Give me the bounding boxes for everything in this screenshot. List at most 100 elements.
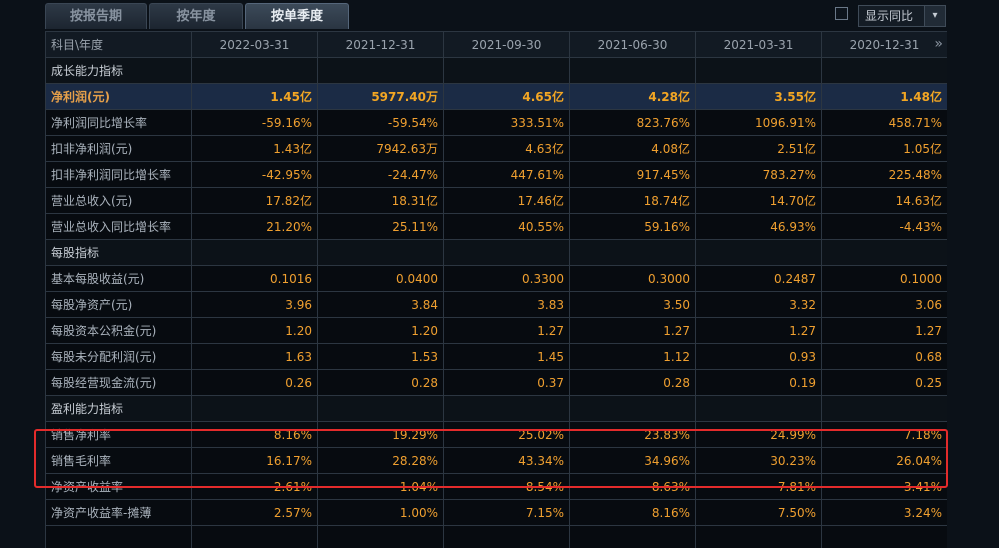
table-cell (821, 57, 947, 84)
show-yoy-dropdown[interactable]: 显示同比 ▾ (858, 5, 946, 27)
table-cell (695, 239, 822, 266)
table-cell: 783.27% (695, 161, 822, 188)
table-cell: 18.74亿 (569, 187, 696, 214)
table-cell: 1.63 (191, 343, 318, 370)
table-cell: 26.04% (821, 447, 947, 474)
table-cell: 0.1016 (191, 265, 318, 292)
table-row[interactable]: 基本每股收益(元) 0.1016 0.0400 0.3300 0.3000 0.2487 0… (45, 265, 947, 292)
table-row[interactable]: 销售毛利率 16.17% 28.28% 43.34% 34.96% 30.23% 26.04… (45, 447, 947, 474)
section-row[interactable]: 成长能力指标 (45, 57, 947, 84)
table-cell: 0.0400 (317, 265, 444, 292)
table-cell: 7942.63万 (317, 135, 444, 162)
column-header-period[interactable]: 2021-03-31 (695, 31, 822, 58)
table-row[interactable]: 每股经营现金流(元) 0.26 0.28 0.37 0.28 0.19 0.25 (45, 369, 947, 396)
table-header-row: 科目\年度 2022-03-31 2021-12-31 2021-09-30 2… (45, 31, 947, 58)
section-row[interactable]: 盈利能力指标 (45, 395, 947, 422)
chevron-down-icon[interactable]: ▾ (924, 6, 945, 26)
show-yoy-label: 显示同比 (865, 9, 914, 23)
row-label: 每股经营现金流(元) (45, 369, 192, 396)
table-cell: 7.15% (443, 499, 570, 526)
table-cell: 4.63亿 (443, 135, 570, 162)
section-title: 盈利能力指标 (45, 395, 192, 422)
column-header-period[interactable]: 2021-12-31 (317, 31, 444, 58)
table-cell: 0.26 (191, 369, 318, 396)
table-cell (443, 57, 570, 84)
row-label: 营业总收入同比增长率 (45, 213, 192, 240)
table-cell: 4.65亿 (443, 83, 570, 110)
table-cell: 3.83 (443, 291, 570, 318)
table-cell: 1.27 (569, 317, 696, 344)
table-cell: 4.28亿 (569, 83, 696, 110)
table-cell (569, 57, 696, 84)
table-cell: 0.93 (695, 343, 822, 370)
table-cell: 8.16% (569, 499, 696, 526)
table-cell: 0.28 (317, 369, 444, 396)
tab-by-report-period[interactable]: 按报告期 (45, 3, 147, 29)
annotation-highlight-box (34, 429, 948, 488)
toolbar: 按报告期 按年度 按单季度 显示同比 ▾ (0, 0, 999, 31)
table-cell: 14.63亿 (821, 187, 947, 214)
table-cell (569, 239, 696, 266)
table-cell: 0.25 (821, 369, 947, 396)
row-label: 基本每股收益(元) (45, 265, 192, 292)
tab-by-single-quarter[interactable]: 按单季度 (245, 3, 349, 29)
table-cell (443, 395, 570, 422)
table-cell: 17.46亿 (443, 187, 570, 214)
table-row[interactable]: 净资产收益率-摊薄 2.57% 1.00% 7.15% 8.16% 7.50% 3.24% (45, 499, 947, 526)
table-cell: 3.06 (821, 291, 947, 318)
table-cell: -59.16% (191, 109, 318, 136)
row-label: 每股资本公积金(元) (45, 317, 192, 344)
table-row[interactable]: 净利润(元) 1.45亿 5977.40万 4.65亿 4.28亿 3.55亿 1.48亿 (45, 83, 947, 110)
table-cell (569, 395, 696, 422)
column-header-period[interactable]: 2020-12-31 » (821, 31, 947, 58)
table-row[interactable]: 每股净资产(元) 3.96 3.84 3.83 3.50 3.32 3.06 (45, 291, 947, 318)
table-cell: 1.20 (317, 317, 444, 344)
table-cell: 1.43亿 (191, 135, 318, 162)
table-cell: 59.16% (569, 213, 696, 240)
table-cell (443, 525, 570, 548)
table-row[interactable] (45, 525, 947, 548)
table-row[interactable]: 每股资本公积金(元) 1.20 1.20 1.27 1.27 1.27 1.27 (45, 317, 947, 344)
table-cell: 5977.40万 (317, 83, 444, 110)
show-yoy-checkbox[interactable] (835, 7, 848, 20)
row-label: 销售毛利率 (45, 447, 192, 474)
table-cell: -4.43% (821, 213, 947, 240)
table-cell: -24.47% (317, 161, 444, 188)
table-cell: 0.68 (821, 343, 947, 370)
table-row[interactable]: 营业总收入(元) 17.82亿 18.31亿 17.46亿 18.74亿 14.70亿 14… (45, 187, 947, 214)
tab-by-year[interactable]: 按年度 (149, 3, 243, 29)
table-cell: 21.20% (191, 213, 318, 240)
table-cell: 7.50% (695, 499, 822, 526)
financial-indicator-table: 科目\年度 2022-03-31 2021-12-31 2021-09-30 2… (45, 31, 947, 548)
table-cell: 1.12 (569, 343, 696, 370)
column-header-period-label: 2020-12-31 (849, 37, 920, 52)
table-cell (191, 57, 318, 84)
section-row[interactable]: 每股指标 (45, 239, 947, 266)
table-row[interactable]: 扣非净利润(元) 1.43亿 7942.63万 4.63亿 4.08亿 2.51亿 1.05… (45, 135, 947, 162)
table-cell: 823.76% (569, 109, 696, 136)
row-label: 净资产收益率-摊薄 (45, 499, 192, 526)
table-cell (191, 239, 318, 266)
table-row[interactable]: 每股未分配利润(元) 1.63 1.53 1.45 1.12 0.93 0.68 (45, 343, 947, 370)
table-cell: 43.34% (443, 447, 570, 474)
table-cell: 917.45% (569, 161, 696, 188)
column-header-period[interactable]: 2022-03-31 (191, 31, 318, 58)
table-cell: 1.27 (695, 317, 822, 344)
table-cell (191, 395, 318, 422)
table-cell: 3.50 (569, 291, 696, 318)
row-label: 销售净利率 (45, 421, 192, 448)
table-row[interactable]: 净利润同比增长率 -59.16% -59.54% 333.51% 823.76% 1096… (45, 109, 947, 136)
table-cell: 0.3000 (569, 265, 696, 292)
row-label: 每股净资产(元) (45, 291, 192, 318)
row-label: 扣非净利润(元) (45, 135, 192, 162)
table-cell (695, 395, 822, 422)
scroll-right-icon[interactable]: » (934, 36, 943, 52)
table-row[interactable]: 营业总收入同比增长率 21.20% 25.11% 40.55% 59.16% 46.93%… (45, 213, 947, 240)
table-row[interactable]: 销售净利率 8.16% 19.29% 25.02% 23.83% 24.99% 7.18% (45, 421, 947, 448)
table-cell: 447.61% (443, 161, 570, 188)
column-header-period[interactable]: 2021-06-30 (569, 31, 696, 58)
table-row[interactable]: 扣非净利润同比增长率 -42.95% -24.47% 447.61% 917.45% 78… (45, 161, 947, 188)
column-header-subject: 科目\年度 (45, 31, 192, 58)
table-cell: 1096.91% (695, 109, 822, 136)
column-header-period[interactable]: 2021-09-30 (443, 31, 570, 58)
